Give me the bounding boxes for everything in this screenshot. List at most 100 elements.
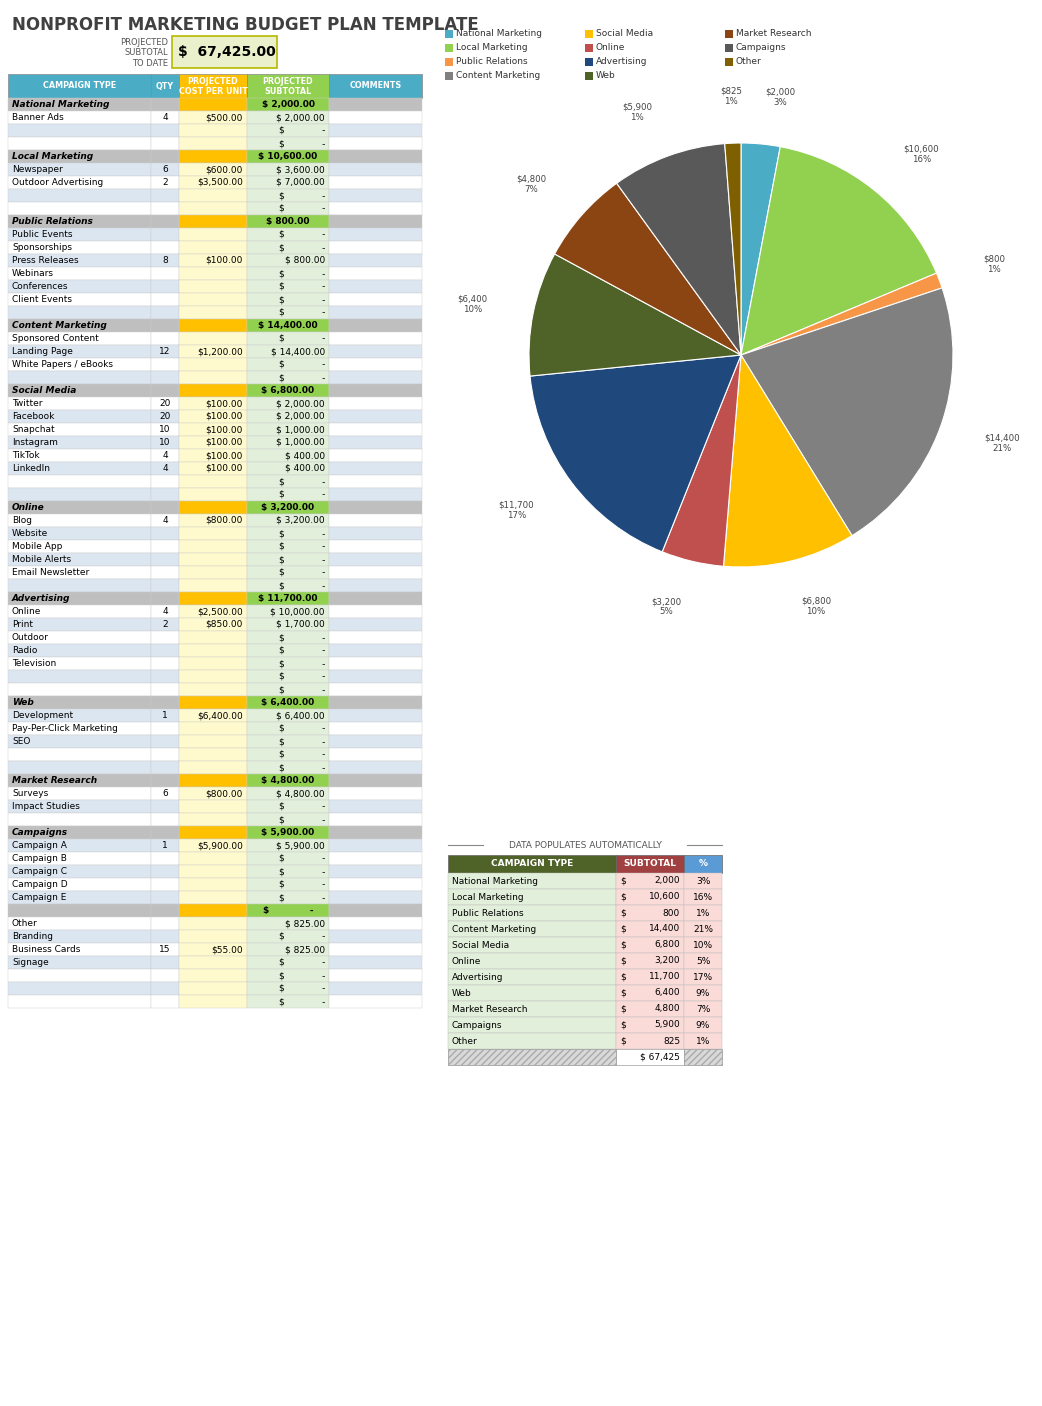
Bar — [684, 1017, 722, 1033]
Text: $             -: $ - — [278, 373, 325, 382]
Bar — [616, 873, 684, 889]
Bar — [179, 800, 247, 813]
Bar — [247, 463, 329, 475]
Bar — [8, 292, 151, 307]
Bar — [179, 671, 247, 683]
Bar — [179, 463, 247, 475]
Bar — [329, 280, 422, 292]
Text: $6,800
10%: $6,800 10% — [801, 598, 832, 616]
Bar — [247, 75, 329, 98]
Text: $4,800
7%: $4,800 7% — [517, 174, 547, 194]
Text: Radio: Radio — [13, 645, 38, 655]
Bar — [616, 921, 684, 936]
Text: $ 4,800.00: $ 4,800.00 — [276, 789, 325, 799]
Bar — [448, 873, 616, 889]
Text: Newspaper: Newspaper — [13, 165, 63, 174]
Bar — [247, 683, 329, 696]
Bar — [8, 540, 151, 553]
Text: $ 3,200.00: $ 3,200.00 — [262, 503, 315, 512]
Bar — [179, 163, 247, 176]
Bar — [8, 839, 151, 852]
Bar — [247, 124, 329, 136]
Bar — [8, 280, 151, 292]
Text: Local Marketing: Local Marketing — [13, 152, 93, 162]
Text: 4: 4 — [163, 464, 168, 472]
Bar — [8, 449, 151, 463]
Bar — [179, 696, 247, 709]
Bar — [247, 384, 329, 396]
Text: Campaigns: Campaigns — [736, 44, 787, 52]
Bar — [247, 411, 329, 423]
Bar — [179, 384, 247, 396]
Bar — [179, 865, 247, 877]
Bar — [179, 657, 247, 671]
Bar — [247, 929, 329, 943]
Text: Campaigns: Campaigns — [13, 828, 68, 837]
Text: DATA POPULATES AUTOMATICALLY: DATA POPULATES AUTOMATICALLY — [508, 841, 662, 849]
Text: Pay-Per-Click Marketing: Pay-Per-Click Marketing — [13, 724, 118, 733]
Bar — [8, 671, 151, 683]
Text: Other: Other — [736, 58, 762, 66]
Bar — [179, 240, 247, 254]
Bar — [329, 877, 422, 891]
Bar — [179, 735, 247, 748]
Bar — [329, 761, 422, 773]
Bar — [179, 449, 247, 463]
Bar — [151, 423, 179, 436]
Bar — [329, 995, 422, 1008]
Bar — [151, 800, 179, 813]
Bar — [179, 359, 247, 371]
Text: $             -: $ - — [278, 555, 325, 564]
Bar — [616, 1049, 684, 1064]
Text: Market Research: Market Research — [736, 30, 812, 38]
Bar — [329, 943, 422, 956]
Text: $ 825.00: $ 825.00 — [284, 920, 325, 928]
Bar — [329, 579, 422, 592]
Text: Other: Other — [13, 920, 38, 928]
Text: Landing Page: Landing Page — [13, 347, 73, 356]
Bar — [329, 929, 422, 943]
Bar — [179, 917, 247, 929]
Bar — [247, 787, 329, 800]
Bar — [179, 501, 247, 515]
Text: $ 2,000.00: $ 2,000.00 — [262, 100, 315, 110]
Bar — [151, 488, 179, 501]
Bar — [329, 891, 422, 904]
Bar — [8, 735, 151, 748]
Text: 6: 6 — [163, 789, 168, 799]
Bar — [179, 579, 247, 592]
Text: $100.00: $100.00 — [205, 451, 243, 460]
Bar — [247, 761, 329, 773]
Bar — [684, 953, 722, 969]
Bar — [179, 176, 247, 188]
Text: $825
1%: $825 1% — [720, 87, 742, 107]
Bar — [448, 921, 616, 936]
Text: $: $ — [620, 876, 626, 886]
Bar — [329, 981, 422, 995]
Text: National Marketing: National Marketing — [13, 100, 109, 110]
Text: $             -: $ - — [278, 191, 325, 200]
Bar — [329, 956, 422, 969]
Bar — [179, 319, 247, 332]
Bar — [179, 396, 247, 411]
Text: $             -: $ - — [278, 127, 325, 135]
Text: $14,400
21%: $14,400 21% — [984, 433, 1020, 453]
Bar — [151, 475, 179, 488]
Bar — [151, 292, 179, 307]
Bar — [8, 344, 151, 359]
Text: $             -: $ - — [278, 581, 325, 591]
Bar — [585, 30, 593, 38]
Wedge shape — [741, 273, 942, 354]
Text: National Marketing: National Marketing — [452, 876, 538, 886]
Text: Advertising: Advertising — [452, 973, 503, 981]
Text: $800.00: $800.00 — [205, 516, 243, 524]
Bar — [179, 995, 247, 1008]
Bar — [8, 619, 151, 631]
Text: $800.00: $800.00 — [205, 789, 243, 799]
Bar — [179, 254, 247, 267]
Bar — [151, 723, 179, 735]
Text: Business Cards: Business Cards — [13, 945, 80, 955]
Bar — [329, 436, 422, 449]
Bar — [247, 176, 329, 188]
Bar — [329, 332, 422, 344]
